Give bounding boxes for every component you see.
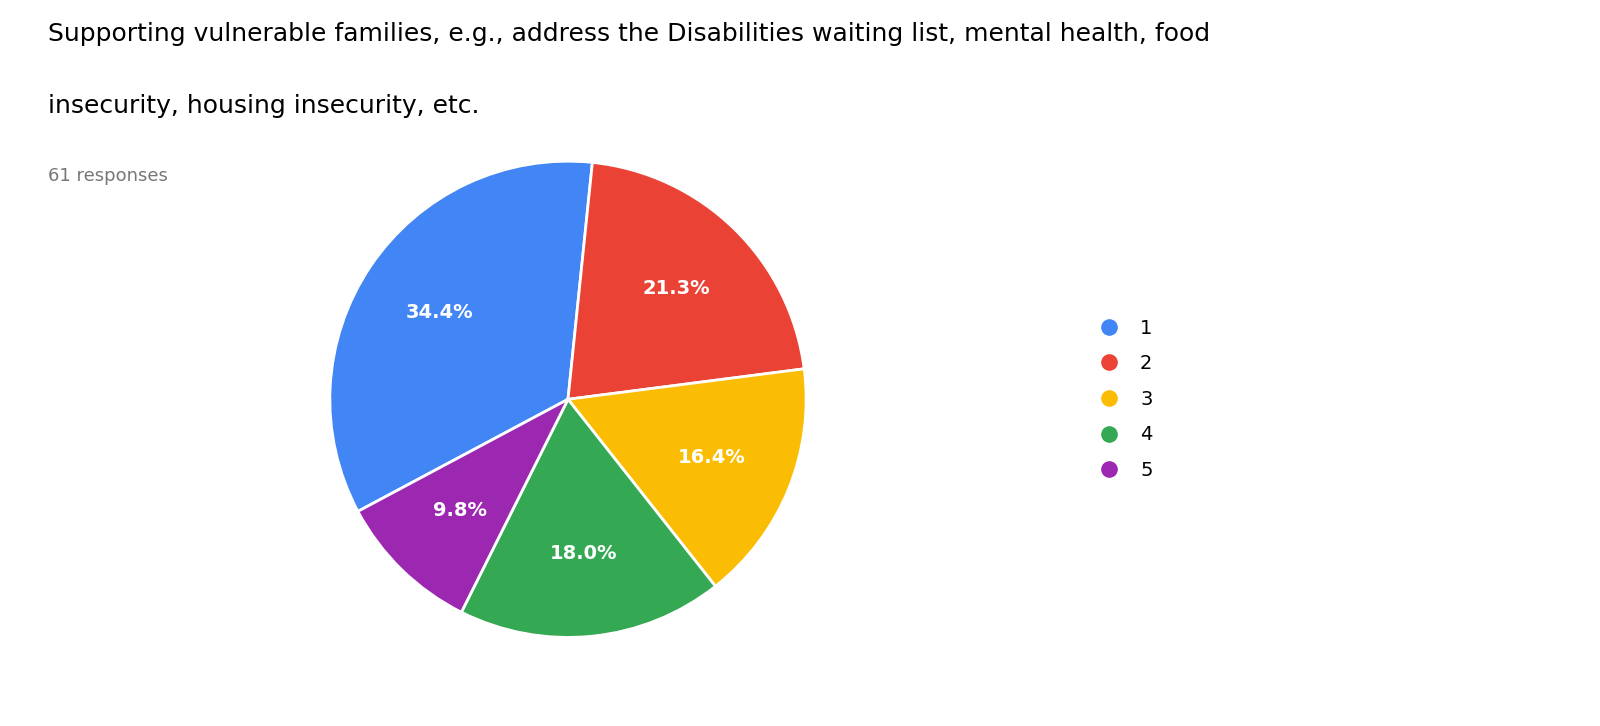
Text: insecurity, housing insecurity, etc.: insecurity, housing insecurity, etc. (48, 94, 480, 118)
Text: 9.8%: 9.8% (434, 501, 486, 520)
Text: 16.4%: 16.4% (677, 448, 746, 468)
Text: 61 responses: 61 responses (48, 167, 168, 185)
Wedge shape (568, 163, 805, 399)
Wedge shape (568, 369, 806, 587)
Text: 34.4%: 34.4% (406, 303, 474, 322)
Text: 18.0%: 18.0% (550, 544, 618, 563)
Legend: 1, 2, 3, 4, 5: 1, 2, 3, 4, 5 (1082, 311, 1160, 488)
Text: Supporting vulnerable families, e.g., address the Disabilities waiting list, men: Supporting vulnerable families, e.g., ad… (48, 22, 1210, 46)
Wedge shape (461, 399, 715, 637)
Wedge shape (358, 399, 568, 612)
Text: 21.3%: 21.3% (642, 279, 710, 298)
Wedge shape (330, 161, 592, 511)
